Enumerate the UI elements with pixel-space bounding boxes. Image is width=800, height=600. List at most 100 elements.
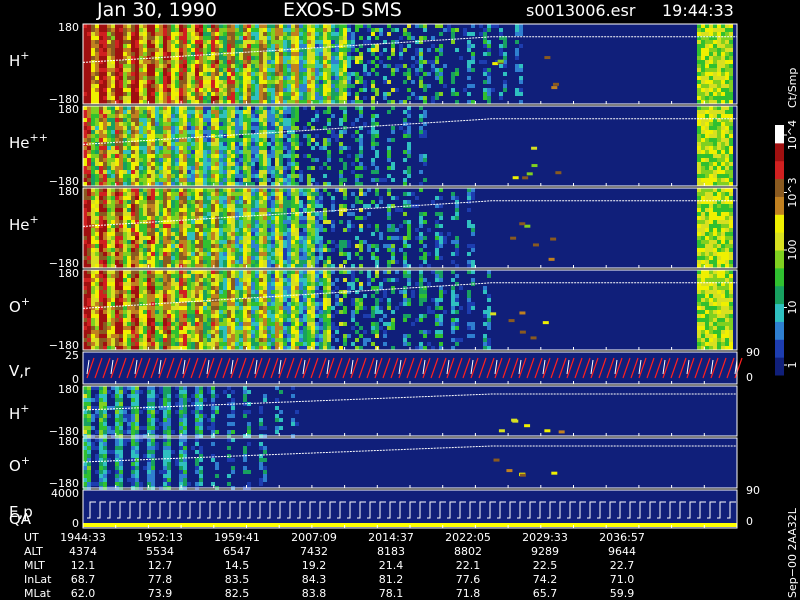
- ephemeris-value: 22.1: [456, 559, 481, 572]
- ephemeris-value: 74.2: [533, 573, 558, 586]
- ephemeris-value: 6547: [223, 545, 251, 558]
- ephemeris-row-label: MLT: [24, 559, 45, 572]
- ephemeris-value: 77.6: [456, 573, 481, 586]
- plot-instrument: EXOS-D SMS: [283, 0, 402, 21]
- energy-step-trace: [87, 501, 736, 519]
- ephemeris-value: 2014:37: [368, 531, 414, 544]
- y-tick-label-top: 180: [58, 435, 79, 448]
- ephemeris-value: 5534: [146, 545, 174, 558]
- y-tick-label-top: 180: [58, 267, 79, 280]
- y-tick-label-bottom: 0: [72, 517, 79, 530]
- ephemeris-value: 59.9: [610, 587, 635, 600]
- ephemeris-value: 9644: [608, 545, 636, 558]
- y-tick-label-bottom: −180: [49, 93, 79, 106]
- colorbar-tick-label: 10^4: [786, 120, 799, 150]
- ephemeris-value: 1952:13: [137, 531, 183, 544]
- colorbar-tick-label: 1: [786, 362, 799, 369]
- colorbar-segment: [775, 285, 784, 305]
- colorbar-segment: [775, 178, 784, 197]
- pitch-angle-trace: [82, 445, 737, 463]
- colorbar-tick-label: 100: [786, 240, 799, 261]
- ephemeris-value: 12.7: [148, 559, 173, 572]
- y-tick-label-bottom: −180: [49, 477, 79, 490]
- ephemeris-value: 2007:09: [291, 531, 337, 544]
- colorbar-segment: [775, 267, 784, 287]
- colorbar-segment: [775, 357, 784, 376]
- ephemeris-value: 68.7: [71, 573, 96, 586]
- y-tick-label-top: 180: [58, 103, 79, 116]
- ephemeris-value: 84.3: [302, 573, 327, 586]
- plot-time: 19:44:33: [662, 1, 734, 20]
- panel-6: H+180−180: [9, 383, 738, 438]
- ephemeris-value: 2029:33: [522, 531, 568, 544]
- ephemeris-value: 1959:41: [214, 531, 260, 544]
- pitch-angle-trace: [82, 282, 737, 309]
- ephemeris-value: 78.1: [379, 587, 404, 600]
- radius-trace: [86, 359, 738, 375]
- panel-2: He++180−180: [9, 103, 738, 188]
- ephemeris-value: 81.2: [379, 573, 404, 586]
- ephemeris-value: 82.5: [225, 587, 250, 600]
- ephemeris-value: 83.5: [225, 573, 250, 586]
- ephemeris-table: UT 1944:33 1952:13 1959:41 2007:09 2014:37 202…: [24, 531, 645, 600]
- ephemeris-value: 4374: [69, 545, 97, 558]
- ephemeris-value: 2022:05: [445, 531, 491, 544]
- side-note: Sep−00 2AA32L: [786, 507, 799, 598]
- y-tick-label-bottom: −180: [49, 339, 79, 352]
- ephemeris-value: 62.0: [71, 587, 96, 600]
- ephemeris-row-label: InLat: [24, 573, 52, 586]
- ephemeris-row-label: MLat: [24, 587, 51, 600]
- y-tick-label-bottom: −180: [49, 257, 79, 270]
- ephemeris-value: 73.9: [148, 587, 173, 600]
- ephemeris-value: 9289: [531, 545, 559, 558]
- panel-5: V,r 25 0 90 0: [9, 346, 760, 386]
- ephemeris-value: 7432: [300, 545, 328, 558]
- panel-7: O+180−180: [9, 435, 738, 490]
- panel-4: O+180−180: [9, 267, 738, 352]
- panel-stack: H+180−180He++180−180He+180−180O+180−180V…: [9, 21, 760, 530]
- colorbar-tick-label: 10: [786, 301, 799, 315]
- y-tick-label-top: 180: [58, 185, 79, 198]
- colorbar-segment: [775, 339, 784, 358]
- y-tick-label-top: 25: [65, 349, 79, 362]
- panel-8: E,pQA 4000 0 90 0: [9, 484, 760, 530]
- ephemeris-value: 8802: [454, 545, 482, 558]
- ephemeris-value: 19.2: [302, 559, 327, 572]
- ephemeris-value: 71.8: [456, 587, 481, 600]
- colorbar-segment: [775, 160, 784, 180]
- colorbar-tick-label: 10^3: [786, 177, 799, 207]
- ephemeris-value: 2036:57: [599, 531, 645, 544]
- colorbar-segment: [775, 142, 784, 162]
- plot-filename: s0013006.esr: [526, 1, 636, 20]
- velocity-trace: [86, 357, 743, 379]
- colorbar-segment: [775, 214, 784, 233]
- pitch-angle-trace: [82, 118, 737, 145]
- colorbar-segment: [775, 250, 784, 269]
- colorbar-segment: [775, 196, 784, 215]
- ephemeris-value: 77.8: [148, 573, 173, 586]
- pitch-angle-trace: [82, 393, 737, 411]
- y-tick-label-bottom: −180: [49, 425, 79, 438]
- colorbar-segment: [775, 321, 784, 340]
- colorbar-segment: [775, 232, 784, 251]
- ephemeris-value: 71.0: [610, 573, 635, 586]
- ephemeris-value: 1944:33: [60, 531, 106, 544]
- ephemeris-row-label: UT: [24, 531, 39, 544]
- ephemeris-row-label: ALT: [24, 545, 43, 558]
- pitch-angle-trace: [82, 36, 737, 63]
- colorbar: 1 10 100 10^3 10^4: [775, 120, 799, 376]
- y-tick-label-top: 180: [58, 383, 79, 396]
- ephemeris-value: 22.5: [533, 559, 558, 572]
- panel-label: V,r: [9, 362, 31, 380]
- panel-3: He+180−180: [9, 185, 738, 270]
- ephemeris-value: 65.7: [533, 587, 558, 600]
- ephemeris-value: 8183: [377, 545, 405, 558]
- y-tick-label-bottom: −180: [49, 175, 79, 188]
- ephemeris-value: 22.7: [610, 559, 635, 572]
- plot-date: Jan 30, 1990: [96, 0, 217, 21]
- right-axis-bottom: 0: [746, 515, 753, 528]
- right-axis-bottom: 0: [746, 371, 753, 384]
- pitch-angle-trace: [82, 200, 737, 227]
- y-tick-label-top: 4000: [51, 487, 79, 500]
